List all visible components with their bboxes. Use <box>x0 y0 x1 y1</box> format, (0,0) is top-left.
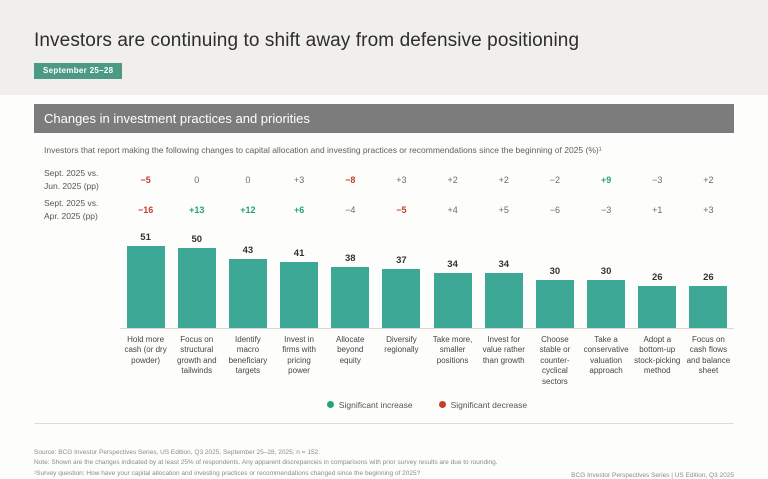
chart-legend: Significant increase Significant decrease <box>120 400 734 410</box>
bar-value-label: 43 <box>242 245 254 256</box>
pp-change-value: +6 <box>293 205 305 215</box>
bar-value-label: 34 <box>498 259 510 270</box>
category-label: Identify macro beneficiary targets <box>228 335 268 376</box>
bar-value-label: 26 <box>703 272 714 283</box>
pp-change-value: −16 <box>137 205 154 215</box>
bar <box>689 286 728 328</box>
bar <box>638 286 677 328</box>
pp-change-value: +2 <box>703 175 714 185</box>
pp-change-value: −6 <box>549 205 561 215</box>
bar-column: 26 <box>683 272 734 328</box>
bar-grid: 51 50 43 41 38 37 34 34 30 30 26 26 <box>120 229 734 329</box>
bar-column: 51 <box>120 232 171 328</box>
bar-column: 38 <box>325 253 376 328</box>
footer: Source: BCG Investor Perspectives Series… <box>34 448 734 479</box>
category-label: Diversify regionally <box>384 335 419 355</box>
bar-value-label: 26 <box>651 272 663 283</box>
pp-change-value: +1 <box>652 205 663 215</box>
category-label: Invest for value rather than growth <box>482 335 525 365</box>
bar-column: 30 <box>529 266 580 328</box>
category-label: Hold more cash (or dry powder) <box>124 335 167 365</box>
pp-change-value: −4 <box>345 205 356 215</box>
bar <box>587 280 626 328</box>
pp-change-value: +3 <box>293 175 305 185</box>
bar <box>331 267 370 328</box>
bar <box>535 280 574 328</box>
legend-label: Significant increase <box>338 399 413 410</box>
legend-dot-icon <box>326 401 334 409</box>
bar-column: 34 <box>478 259 529 328</box>
bar-column: 30 <box>581 266 632 328</box>
pp-change-value: −3 <box>652 175 663 185</box>
report-panel: Changes in investment practices and prio… <box>0 95 768 410</box>
bar-value-label: 51 <box>140 232 151 243</box>
bar-value-label: 30 <box>549 266 561 277</box>
date-badge: September 25–28 <box>34 63 123 79</box>
legend-item: Significant increase <box>326 399 413 410</box>
footer-edition-label: BCG Investor Perspectives Series | US Ed… <box>571 472 734 479</box>
legend-item: Significant decrease <box>438 399 528 410</box>
bar-value-label: 30 <box>600 266 612 277</box>
bar-value-label: 37 <box>396 255 407 266</box>
category-label: Adopt a bottom-up stock-picking method <box>634 335 681 376</box>
pp-change-value: −3 <box>600 205 612 215</box>
pp-change-value: +3 <box>396 175 407 185</box>
pp-change-value: +2 <box>498 175 509 185</box>
category-label: Allocate beyond equity <box>336 335 365 365</box>
pp-change-value: +4 <box>447 205 458 215</box>
panel-header: Changes in investment practices and prio… <box>34 104 734 133</box>
footer-note: Note: Shown are the changes indicated by… <box>34 459 498 467</box>
bar-value-label: 41 <box>293 248 305 259</box>
pp-change-value: −8 <box>345 175 356 185</box>
comparison-row-label: Sept. 2025 vs. Jun. 2025 (pp) <box>44 167 99 191</box>
bar-column: 26 <box>632 272 683 328</box>
bar-column: 43 <box>222 245 273 328</box>
bar <box>433 273 472 328</box>
bar-chart: 51 50 43 41 38 37 34 34 30 30 26 26 Hold more cash … <box>120 229 734 410</box>
comparison-row-apr: Sept. 2025 vs. Apr. 2025 (pp) −16 +13 +12 +… <box>34 195 734 225</box>
comparison-row-jun: Sept. 2025 vs. Jun. 2025 (pp) −5 0 0 +3 −8 +3… <box>34 165 734 195</box>
bar <box>382 269 421 328</box>
legend-label: Significant decrease <box>450 399 528 410</box>
footer-divider <box>34 422 734 424</box>
category-label: Invest in firms with pricing power <box>282 335 316 376</box>
pp-change-value: 0 <box>245 175 251 185</box>
pp-change-value: −5 <box>396 205 407 215</box>
bar-column: 50 <box>171 234 222 328</box>
bar-column: 41 <box>274 248 325 328</box>
pp-change-value: 0 <box>194 175 200 185</box>
bar-column: 34 <box>427 259 478 328</box>
title-band: Investors are continuing to shift away f… <box>0 0 768 95</box>
bar-value-label: 34 <box>447 259 458 270</box>
bar <box>228 259 267 328</box>
bar <box>484 273 523 328</box>
panel-subtitle: Investors that report making the followi… <box>44 145 602 155</box>
category-label: Focus on cash flows and balance sheet <box>686 335 731 376</box>
category-label: Take more, smaller positions <box>432 335 473 365</box>
pp-change-value: −2 <box>549 175 561 185</box>
pp-change-value: −5 <box>140 175 151 185</box>
bar-value-label: 50 <box>191 234 203 245</box>
bar <box>126 246 165 328</box>
category-label: Take a conservative valuation approach <box>583 335 629 376</box>
footer-source: Source: BCG Investor Perspectives Series… <box>34 448 320 456</box>
category-labels: Hold more cash (or dry powder) Focus on s… <box>120 329 734 387</box>
comparison-row-label: Sept. 2025 vs. Apr. 2025 (pp) <box>44 197 99 221</box>
bar-value-label: 38 <box>344 253 356 264</box>
legend-dot-icon <box>438 401 446 409</box>
category-label: Focus on structural growth and tailwinds <box>176 335 217 376</box>
pp-change-value: +13 <box>189 205 205 215</box>
pp-change-value: +12 <box>240 205 256 215</box>
pp-change-value: +5 <box>498 205 509 215</box>
category-label: Choose stable or counter-cyclical sector… <box>539 335 571 386</box>
pp-change-value: +2 <box>447 175 458 185</box>
bar <box>177 248 216 328</box>
pp-change-value: +3 <box>703 205 714 215</box>
pp-change-value: +9 <box>600 175 612 185</box>
bar <box>280 262 319 328</box>
bar-column: 37 <box>376 255 427 328</box>
page-title: Investors are continuing to shift away f… <box>34 30 580 51</box>
